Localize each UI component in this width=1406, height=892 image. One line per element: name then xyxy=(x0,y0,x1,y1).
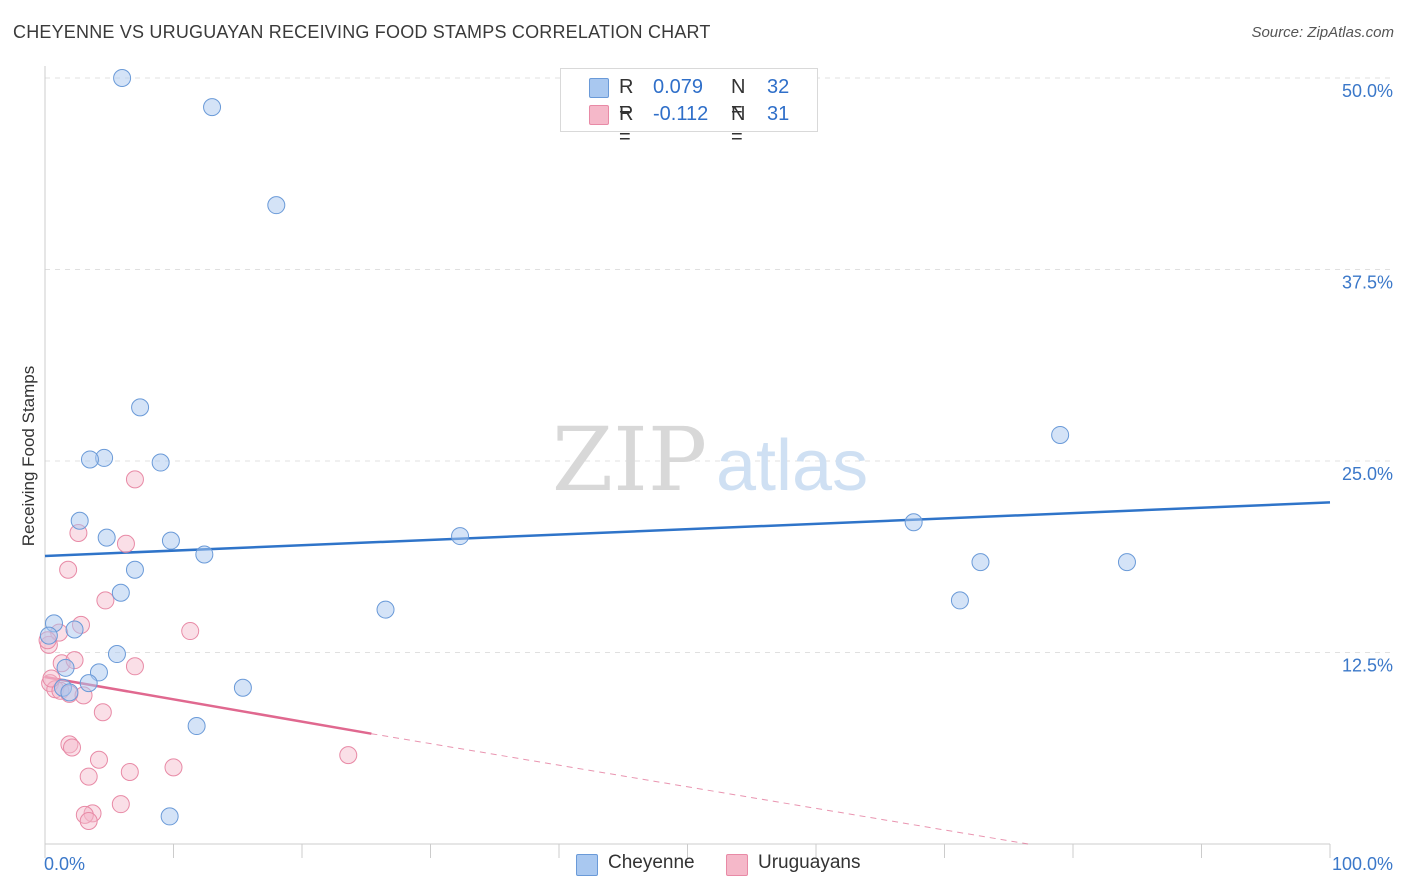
data-point-cheyenne xyxy=(267,196,286,215)
legend-r-label: R = xyxy=(619,103,634,148)
bottom-legend-label-uruguayans: Uruguayans xyxy=(758,852,861,873)
trend-lines xyxy=(44,501,1331,845)
data-point-cheyenne xyxy=(971,553,990,572)
chart-title: CHEYENNE VS URUGUAYAN RECEIVING FOOD STA… xyxy=(13,22,711,42)
y-tick-label: 12.5% xyxy=(1342,656,1393,676)
data-point-cheyenne xyxy=(65,620,84,639)
data-point-cheyenne xyxy=(79,674,98,693)
legend-r-value: 0.079 xyxy=(653,76,704,98)
legend: R = 0.079 N = 32 R = -0.112 N = 31 xyxy=(560,68,818,148)
gridlines xyxy=(45,77,1395,653)
y-axis-label: Receiving Food Stamps xyxy=(19,366,38,546)
data-point-uruguayans xyxy=(96,591,115,610)
y-tick-label: 37.5% xyxy=(1342,273,1393,293)
data-point-uruguayans xyxy=(339,746,358,765)
data-point-uruguayans xyxy=(164,758,183,777)
data-point-cheyenne xyxy=(80,450,99,469)
data-point-cheyenne xyxy=(376,600,395,619)
data-point-cheyenne xyxy=(904,513,923,532)
bottom-legend-swatch-cheyenne xyxy=(576,854,598,876)
data-point-uruguayans xyxy=(111,795,130,814)
trend-line-uruguayans-extension xyxy=(371,733,1029,845)
data-point-cheyenne xyxy=(70,511,89,530)
data-point-uruguayans xyxy=(89,750,108,769)
data-point-cheyenne xyxy=(111,583,130,602)
watermark-atlas: atlas xyxy=(716,426,868,506)
legend-n-label: N = xyxy=(731,103,746,148)
data-point-uruguayans xyxy=(59,560,78,579)
legend-swatch-cheyenne xyxy=(589,78,609,98)
legend-n-label: N = xyxy=(731,76,746,121)
legend-n-value: 32 xyxy=(767,76,790,98)
x-tick-label: 100.0% xyxy=(1332,854,1393,874)
axes xyxy=(44,66,1331,858)
data-point-cheyenne xyxy=(950,591,969,610)
data-point-uruguayans xyxy=(116,534,135,553)
data-point-uruguayans xyxy=(93,703,112,722)
data-point-cheyenne xyxy=(125,560,144,579)
data-points xyxy=(38,69,1136,831)
data-point-uruguayans xyxy=(120,762,139,781)
legend-r-label: R = xyxy=(619,76,634,121)
data-point-uruguayans xyxy=(79,812,98,831)
data-point-cheyenne xyxy=(56,658,75,677)
data-point-uruguayans xyxy=(125,657,144,676)
data-point-uruguayans xyxy=(181,622,200,641)
data-point-cheyenne xyxy=(107,645,126,664)
legend-swatch-uruguayans xyxy=(589,105,609,125)
data-point-cheyenne xyxy=(97,528,116,547)
tick-labels: 12.5% 25.0% 37.5% 50.0% 0.0% 100.0% xyxy=(44,81,1393,874)
data-point-cheyenne xyxy=(233,678,252,697)
data-point-cheyenne xyxy=(60,683,79,702)
trend-line-cheyenne xyxy=(44,501,1331,558)
watermark: ZIP atlas xyxy=(552,408,868,511)
data-point-uruguayans xyxy=(62,738,81,757)
bottom-legend-label-cheyenne: Cheyenne xyxy=(608,852,695,873)
data-point-cheyenne xyxy=(187,717,206,736)
legend-r-value: -0.112 xyxy=(653,103,709,125)
y-tick-label: 25.0% xyxy=(1342,464,1393,484)
data-point-cheyenne xyxy=(131,398,150,417)
x-tick-label: 0.0% xyxy=(44,854,85,874)
data-point-cheyenne xyxy=(451,527,470,546)
data-point-cheyenne xyxy=(195,545,214,564)
trend-line-uruguayans xyxy=(44,675,372,735)
data-point-cheyenne xyxy=(113,69,132,87)
data-point-uruguayans xyxy=(125,470,144,489)
data-point-uruguayans xyxy=(60,735,79,754)
bottom-legend-swatch-uruguayans xyxy=(726,854,748,876)
data-point-cheyenne xyxy=(39,626,58,645)
data-point-cheyenne xyxy=(161,531,180,550)
data-point-cheyenne xyxy=(1051,425,1070,444)
y-tick-label: 50.0% xyxy=(1342,81,1393,101)
source-label: Source: ZipAtlas.com xyxy=(1251,24,1394,41)
data-point-uruguayans xyxy=(79,767,98,786)
watermark-zip: ZIP xyxy=(552,408,707,511)
data-point-cheyenne xyxy=(151,453,170,472)
data-point-cheyenne xyxy=(1117,553,1136,572)
data-point-cheyenne xyxy=(160,807,179,826)
legend-n-value: 31 xyxy=(767,103,790,125)
data-point-cheyenne xyxy=(203,98,222,117)
